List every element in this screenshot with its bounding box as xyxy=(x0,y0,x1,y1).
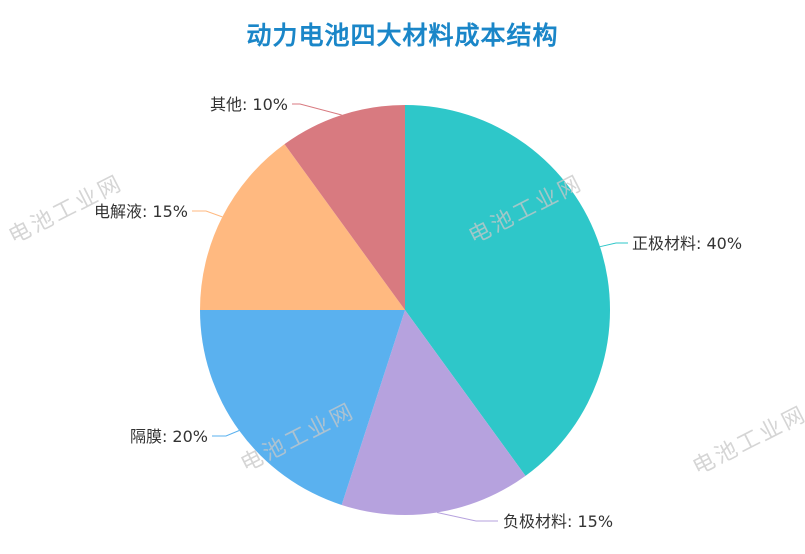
slice-label: 电解液: 15% xyxy=(94,202,188,221)
pie-slice xyxy=(284,105,405,310)
slice-labels: 正极材料: 40% 负极材料: 15% 隔膜: 20% 电解液: 15% 其他: 10% xyxy=(94,95,742,531)
slice-label: 隔膜: 20% xyxy=(130,427,208,446)
label-leader-line xyxy=(292,103,342,116)
label-leader-line xyxy=(192,210,223,218)
label-leader-lines xyxy=(192,103,628,522)
slice-label: 正极材料: 40% xyxy=(632,234,742,253)
pie-slice xyxy=(200,310,405,505)
label-leader-line xyxy=(212,430,240,437)
pie-slice xyxy=(405,105,611,476)
label-leader-line xyxy=(599,242,628,248)
pie-slice xyxy=(200,144,405,310)
slice-label: 其他: 10% xyxy=(210,95,288,114)
slice-label: 负极材料: 15% xyxy=(503,512,613,531)
pie-slices xyxy=(200,105,611,516)
pie-slice xyxy=(341,310,526,516)
label-leader-line xyxy=(436,512,498,522)
chart-title: 动力电池四大材料成本结构 xyxy=(246,21,559,50)
